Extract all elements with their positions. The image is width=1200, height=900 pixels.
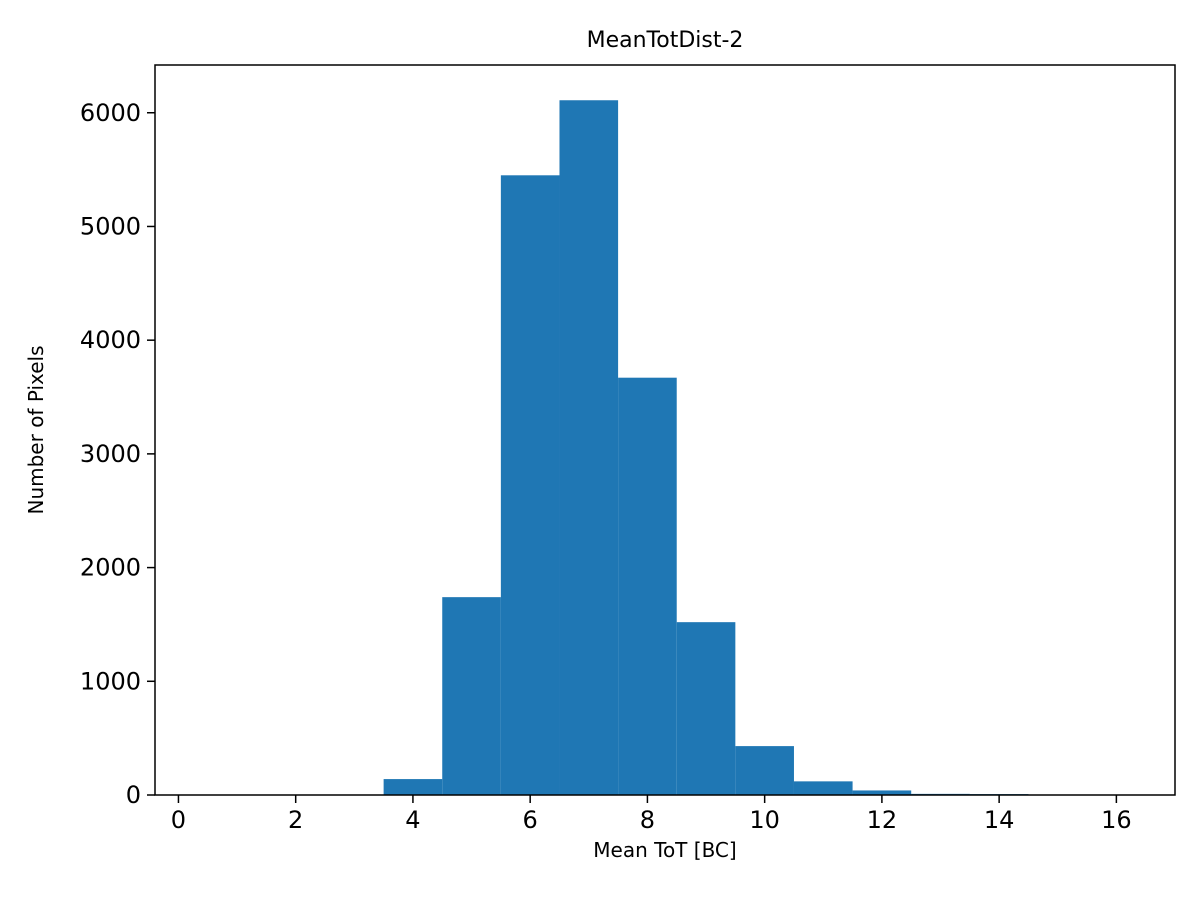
histogram-bar	[676, 622, 736, 795]
histogram-bar	[793, 781, 853, 795]
histogram-bar	[559, 100, 619, 796]
histogram-bar	[383, 779, 443, 795]
x-tick-label: 4	[405, 806, 420, 834]
plot-border	[154, 64, 1176, 796]
x-tick-label: 16	[1101, 806, 1132, 834]
histogram-bar	[735, 746, 794, 795]
x-tick-label: 6	[523, 806, 538, 834]
histogram-bar	[442, 597, 501, 795]
histogram-bar	[500, 175, 560, 795]
y-tick-label: 4000	[80, 326, 141, 354]
y-tick-label: 2000	[80, 554, 141, 582]
y-tick-label: 0	[126, 781, 141, 809]
y-tick-label: 3000	[80, 440, 141, 468]
x-tick-label: 8	[640, 806, 655, 834]
chart-title: MeanTotDist-2	[586, 28, 744, 53]
x-tick-label: 2	[288, 806, 303, 834]
x-tick-label: 0	[171, 806, 186, 834]
y-tick-label: 6000	[80, 99, 141, 127]
x-axis-label: Mean ToT [BC]	[593, 838, 737, 862]
y-tick-label: 5000	[80, 212, 141, 240]
x-tick-label: 14	[984, 806, 1015, 834]
histogram-bar	[618, 377, 677, 795]
x-tick-label: 12	[867, 806, 898, 834]
x-tick-label: 10	[749, 806, 780, 834]
histogram-bar	[852, 790, 912, 795]
y-tick-label: 1000	[80, 667, 141, 695]
